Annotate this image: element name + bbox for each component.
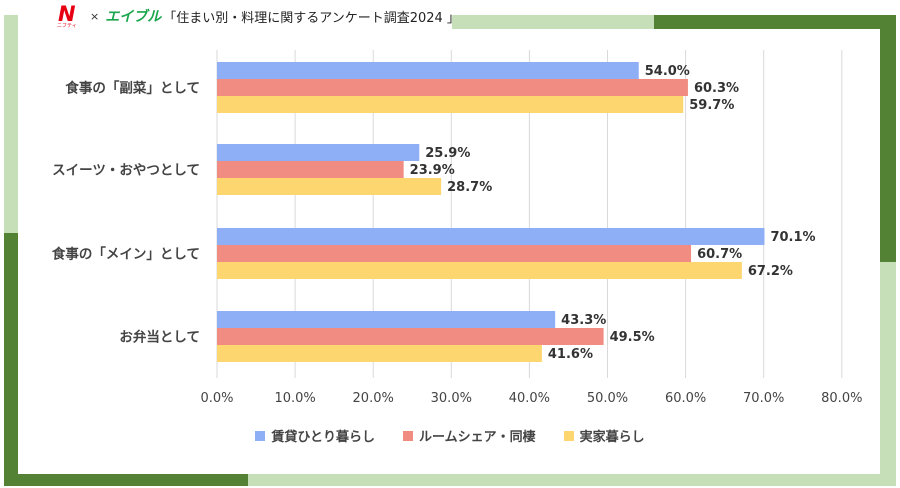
bar — [217, 62, 639, 79]
legend-swatch — [402, 430, 413, 441]
frame-right-light — [880, 262, 896, 484]
data-label: 28.7% — [447, 180, 492, 195]
bar — [217, 345, 542, 362]
bar — [217, 79, 688, 96]
able-logo: エイブル — [105, 9, 162, 25]
frame-bottom-dark — [4, 474, 248, 486]
frame-top-dark — [654, 15, 896, 29]
data-labels: 54.0% 60.3% 59.7% 25.9% 23.9% 28.7% 70.1% 60.7%… — [410, 64, 816, 362]
bar — [217, 328, 604, 345]
legend-item-family-home: 実家暮らし — [563, 426, 645, 445]
bar — [217, 262, 742, 279]
frame-left-dark — [4, 233, 18, 486]
category-label: スイーツ・おやつとして — [52, 163, 200, 179]
x-tick-label: 20.0% — [353, 391, 394, 406]
legend-item-roomshare: ルームシェア・同棲 — [402, 426, 536, 445]
legend-swatch — [563, 430, 574, 441]
nifty-logo: N ニフティ — [57, 2, 77, 30]
x-tick-label: 60.0% — [665, 391, 706, 406]
x-tick-label: 30.0% — [431, 391, 472, 406]
frame-left-light — [4, 15, 18, 233]
bar — [217, 311, 556, 328]
frame-right-dark — [880, 15, 896, 262]
data-label: 59.7% — [689, 98, 734, 113]
category-label: 食事の「副菜」として — [65, 80, 200, 97]
data-label: 70.1% — [770, 230, 815, 245]
frame-top-light — [452, 15, 654, 29]
legend-label: ルームシェア・同棲 — [418, 430, 536, 445]
legend-label: 実家暮らし — [579, 430, 645, 445]
bar — [217, 96, 684, 113]
data-label: 60.7% — [697, 247, 742, 262]
category-label: 食事の「メイン」として — [52, 246, 200, 263]
data-label: 23.9% — [410, 163, 455, 178]
x-tick-label: 0.0% — [200, 391, 233, 406]
data-label: 41.6% — [548, 347, 593, 362]
frame-bottom-light — [248, 474, 896, 486]
x-tick-label: 10.0% — [274, 391, 315, 406]
bar — [217, 178, 442, 195]
legend-item-rental-solo: 賃貸ひとり暮らし — [255, 426, 375, 445]
bars — [217, 62, 765, 362]
bar — [217, 161, 404, 178]
data-label: 25.9% — [425, 146, 470, 161]
x-tick-label: 50.0% — [587, 391, 628, 406]
x-tick-label: 70.0% — [743, 391, 784, 406]
survey-title: 「住まい別・料理に関するアンケート調査2024 」 — [163, 10, 460, 26]
legend: 賃貸ひとり暮らし ルームシェア・同棲 実家暮らし — [0, 426, 900, 445]
bar — [217, 228, 765, 245]
legend-label: 賃貸ひとり暮らし — [271, 430, 375, 445]
bar — [217, 144, 420, 161]
header: N ニフティ × エイブル 「住まい別・料理に関するアンケート調査2024 」 — [57, 2, 460, 30]
x-tick-labels: 0.0% 10.0% 20.0% 30.0% 40.0% 50.0% 60.0% 70.0% 8… — [200, 391, 862, 406]
data-label: 67.2% — [748, 264, 793, 279]
bar — [217, 245, 692, 262]
data-label: 49.5% — [610, 330, 655, 345]
x-tick-label: 40.0% — [509, 391, 550, 406]
legend-swatch — [255, 430, 266, 441]
data-label: 54.0% — [645, 64, 690, 79]
category-label: お弁当として — [119, 329, 200, 346]
x-tick-label: 80.0% — [821, 391, 862, 406]
data-label: 60.3% — [694, 81, 739, 96]
data-label: 43.3% — [561, 313, 606, 328]
times-symbol: × — [90, 9, 100, 23]
